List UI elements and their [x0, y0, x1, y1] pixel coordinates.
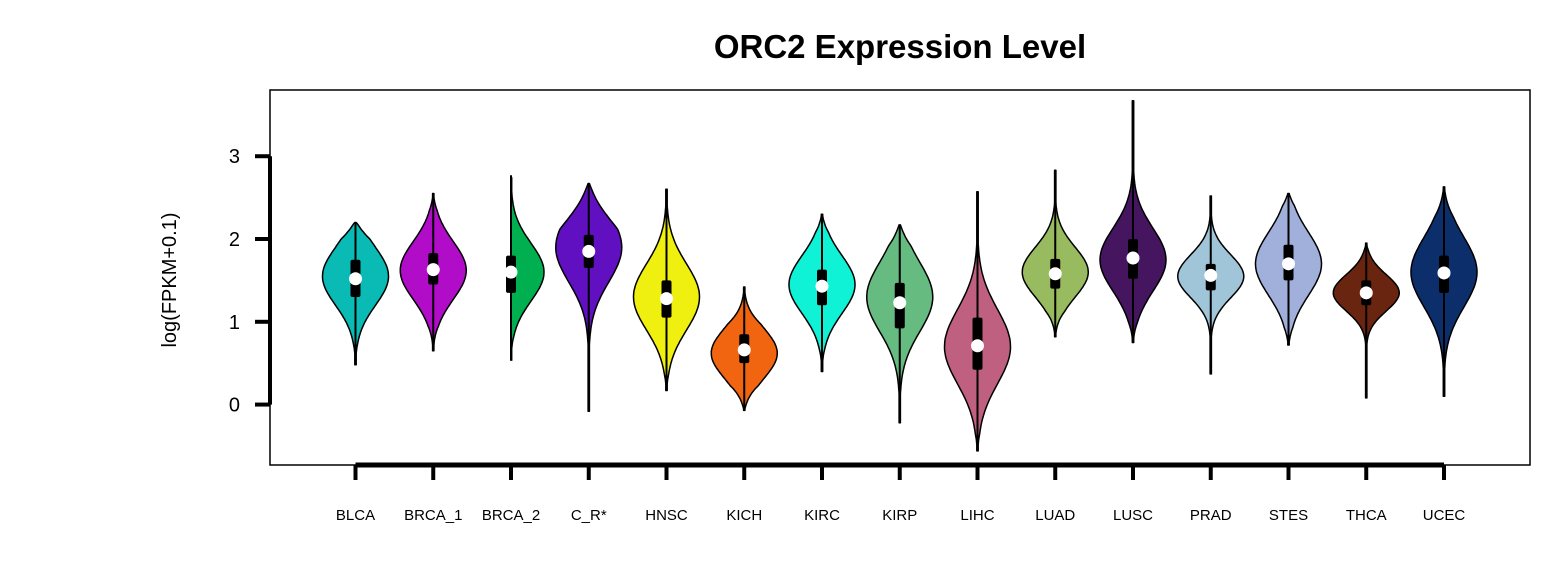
- x-tick-label: THCA: [1346, 507, 1387, 524]
- median-point-HNSC: [660, 292, 673, 306]
- median-point-LUAD: [1048, 267, 1062, 281]
- violin-BRCA_2: [510, 177, 545, 361]
- median-point-UCEC: [1437, 266, 1451, 280]
- x-tick-label: PRAD: [1190, 507, 1232, 524]
- x-tick-label: C_R*: [571, 507, 607, 524]
- x-tick-label: STES: [1269, 507, 1308, 524]
- median-point-PRAD: [1204, 268, 1218, 282]
- median-point-BRCA_2: [504, 265, 518, 279]
- median-point-KIRC: [815, 279, 829, 293]
- x-tick-label: KIRC: [804, 507, 840, 524]
- x-tick-label: BLCA: [336, 507, 375, 524]
- median-point-LUSC: [1126, 251, 1140, 265]
- x-tick-label: BRCA_1: [404, 507, 462, 524]
- x-axis: BLCA BRCA_1 BRCA_2 C_R* HNSC KICH KIRC KIRP LIHC…: [336, 462, 1466, 524]
- median-point-STES: [1282, 257, 1295, 271]
- x-tick-label: KIRP: [882, 507, 917, 524]
- y-tick-label: 2: [229, 229, 240, 251]
- x-tick-label: KICH: [726, 507, 762, 524]
- chart-title: ORC2 Expression Level: [714, 28, 1086, 65]
- y-tick-label: 3: [229, 146, 240, 168]
- x-tick-label: LUSC: [1113, 507, 1153, 524]
- median-point-BLCA: [349, 272, 362, 286]
- median-point-KIRP: [893, 296, 907, 310]
- x-tick-label: BRCA_2: [482, 507, 540, 524]
- median-point-BRCA_1: [426, 263, 440, 277]
- y-axis: 0 1 2 3: [229, 146, 272, 417]
- median-point-LIHC: [971, 339, 984, 353]
- y-axis-label: log(FPKM+0.1): [159, 212, 181, 347]
- x-tick-label: LIHC: [960, 507, 994, 524]
- violins-layer: [321, 100, 1478, 452]
- median-point-KICH: [737, 343, 751, 357]
- x-tick-label: LUAD: [1035, 507, 1075, 524]
- y-tick-label: 1: [229, 312, 240, 334]
- median-point-THCA: [1359, 286, 1373, 300]
- median-point-C_R*: [582, 244, 596, 258]
- x-tick-label: HNSC: [645, 507, 688, 524]
- y-tick-label: 0: [229, 395, 240, 417]
- x-tick-label: UCEC: [1423, 507, 1466, 524]
